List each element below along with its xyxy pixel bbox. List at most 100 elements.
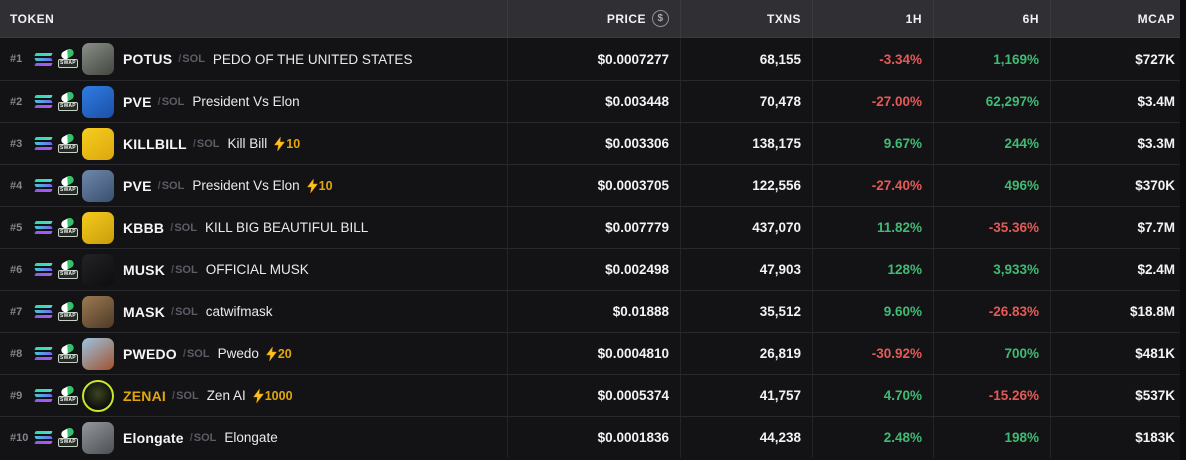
lightning-icon (274, 136, 286, 151)
change-6h-cell: 244% (933, 123, 1050, 164)
price-cell: $0.002498 (507, 249, 680, 290)
token-chain: /SOL (183, 348, 210, 360)
token-name: KILL BIG BEAUTIFUL BILL (204, 220, 369, 235)
pumpswap-label: SWAP (58, 227, 78, 237)
chain-label: SOL (175, 263, 198, 276)
chain-label: SOL (174, 221, 197, 234)
token-name: Zen AI (206, 388, 246, 403)
txns-cell: 35,512 (680, 291, 812, 332)
col-header-price[interactable]: PRICE $ (507, 0, 680, 37)
boost-badge[interactable]: 20 (265, 346, 292, 361)
table-row[interactable]: #7 SWAP MASK /SOL catwifmask $0.01888 35… (0, 290, 1186, 332)
price-cell: $0.0001836 (507, 417, 680, 458)
token-symbol: KBBB (123, 219, 165, 236)
table-row[interactable]: #9 SWAP ZENAI /SOL Zen AI 1000 $0.000537… (0, 374, 1186, 416)
col-header-6h[interactable]: 6H (933, 0, 1050, 37)
pumpswap-label: SWAP (58, 185, 78, 195)
price-cell: $0.003448 (507, 81, 680, 122)
table-row[interactable]: #4 SWAP PVE /SOL President Vs Elon 10 $0… (0, 164, 1186, 206)
chain-label: SOL (175, 305, 198, 318)
chain-separator: / (182, 347, 186, 360)
col-header-price-label: PRICE (606, 11, 646, 26)
pumpswap-label: SWAP (58, 437, 78, 447)
token-cell[interactable]: #1 SWAP POTUS /SOL PEDO OF THE UNITED ST… (0, 38, 507, 80)
chain-separator: / (171, 305, 175, 318)
mcap-cell: $727K (1050, 38, 1186, 80)
chain-label: SOL (196, 137, 220, 150)
solana-icon (34, 389, 53, 402)
table-row[interactable]: #5 SWAP KBBB /SOL KILL BIG BEAUTIFUL BIL… (0, 206, 1186, 248)
token-name: Elongate (224, 430, 278, 445)
pumpswap-label: SWAP (58, 311, 78, 321)
solana-icon (34, 179, 53, 192)
boost-count: 1000 (264, 388, 293, 403)
token-chain: /SOL (158, 96, 185, 108)
txns-cell: 68,155 (680, 38, 812, 80)
token-chain: /SOL (158, 180, 185, 192)
pumpswap-icon: SWAP (58, 215, 78, 237)
col-header-6h-label: 6H (1022, 11, 1039, 26)
chain-separator: / (157, 95, 161, 108)
rank-label: #7 (10, 305, 23, 318)
pumpswap-label: SWAP (58, 101, 78, 111)
token-cell[interactable]: #5 SWAP KBBB /SOL KILL BIG BEAUTIFUL BIL… (0, 207, 507, 248)
scrollbar-track[interactable] (1180, 0, 1186, 460)
change-1h-cell: 128% (812, 249, 933, 290)
col-header-txns-label: TXNS (766, 11, 801, 26)
change-6h-cell: 1,169% (933, 38, 1050, 80)
table-row[interactable]: #3 SWAP KILLBILL /SOL Kill Bill 10 $0.00… (0, 122, 1186, 164)
solana-icon (34, 95, 53, 108)
token-cell[interactable]: #10 SWAP Elongate /SOL Elongate (0, 417, 507, 458)
rank-label: #5 (10, 221, 23, 234)
token-cell[interactable]: #3 SWAP KILLBILL /SOL Kill Bill 10 (0, 123, 507, 164)
table-row[interactable]: #1 SWAP POTUS /SOL PEDO OF THE UNITED ST… (0, 38, 1186, 80)
boost-badge[interactable]: 10 (274, 136, 300, 151)
change-1h-cell: 9.67% (812, 123, 933, 164)
token-chain: /SOL (178, 53, 205, 65)
token-symbol: KILLBILL (123, 135, 187, 152)
token-cell[interactable]: #6 SWAP MUSK /SOL OFFICIAL MUSK (0, 249, 507, 290)
col-header-token[interactable]: TOKEN (10, 11, 55, 26)
change-1h-cell: -30.92% (812, 333, 933, 374)
boost-badge[interactable]: 1000 (252, 388, 293, 403)
lightning-icon (252, 388, 264, 403)
chain-label: SOL (161, 95, 185, 108)
token-cell[interactable]: #2 SWAP PVE /SOL President Vs Elon (0, 81, 507, 122)
solana-icon (34, 137, 53, 150)
token-avatar (82, 85, 114, 118)
change-1h-cell: -3.34% (812, 38, 933, 80)
price-cell: $0.01888 (507, 291, 680, 332)
table-row[interactable]: #6 SWAP MUSK /SOL OFFICIAL MUSK $0.00249… (0, 248, 1186, 290)
dollar-circle-icon[interactable]: $ (652, 10, 669, 27)
col-header-mcap[interactable]: MCAP (1050, 0, 1186, 37)
mcap-cell: $7.7M (1050, 207, 1186, 248)
table-row[interactable]: #2 SWAP PVE /SOL President Vs Elon $0.00… (0, 80, 1186, 122)
chain-separator: / (192, 137, 196, 150)
table-row[interactable]: #8 SWAP PWEDO /SOL Pwedo 20 $0.0004810 2… (0, 332, 1186, 374)
token-avatar (82, 337, 114, 370)
price-cell: $0.0005374 (507, 375, 680, 416)
chain-separator: / (172, 389, 176, 402)
change-6h-cell: 62,297% (933, 81, 1050, 122)
table-row[interactable]: #10 SWAP Elongate /SOL Elongate $0.00018… (0, 416, 1186, 458)
col-header-1h[interactable]: 1H (812, 0, 933, 37)
token-cell[interactable]: #8 SWAP PWEDO /SOL Pwedo 20 (0, 333, 507, 374)
pumpswap-icon: SWAP (58, 257, 78, 279)
col-header-txns[interactable]: TXNS (680, 0, 812, 37)
token-name: President Vs Elon (192, 178, 300, 193)
txns-cell: 41,757 (680, 375, 812, 416)
mcap-cell: $3.4M (1050, 81, 1186, 122)
price-cell: $0.0004810 (507, 333, 680, 374)
txns-cell: 47,903 (680, 249, 812, 290)
price-cell: $0.0003705 (507, 165, 680, 206)
token-cell[interactable]: #7 SWAP MASK /SOL catwifmask (0, 291, 507, 332)
solana-icon (34, 305, 53, 318)
token-symbol: ZENAI (123, 387, 166, 404)
chain-separator: / (189, 431, 193, 444)
token-cell[interactable]: #4 SWAP PVE /SOL President Vs Elon 10 (0, 165, 507, 206)
boost-badge[interactable]: 10 (306, 178, 333, 193)
solana-icon (34, 263, 53, 276)
change-1h-cell: 4.70% (812, 375, 933, 416)
token-cell[interactable]: #9 SWAP ZENAI /SOL Zen AI 1000 (0, 375, 507, 416)
token-avatar (82, 127, 114, 160)
